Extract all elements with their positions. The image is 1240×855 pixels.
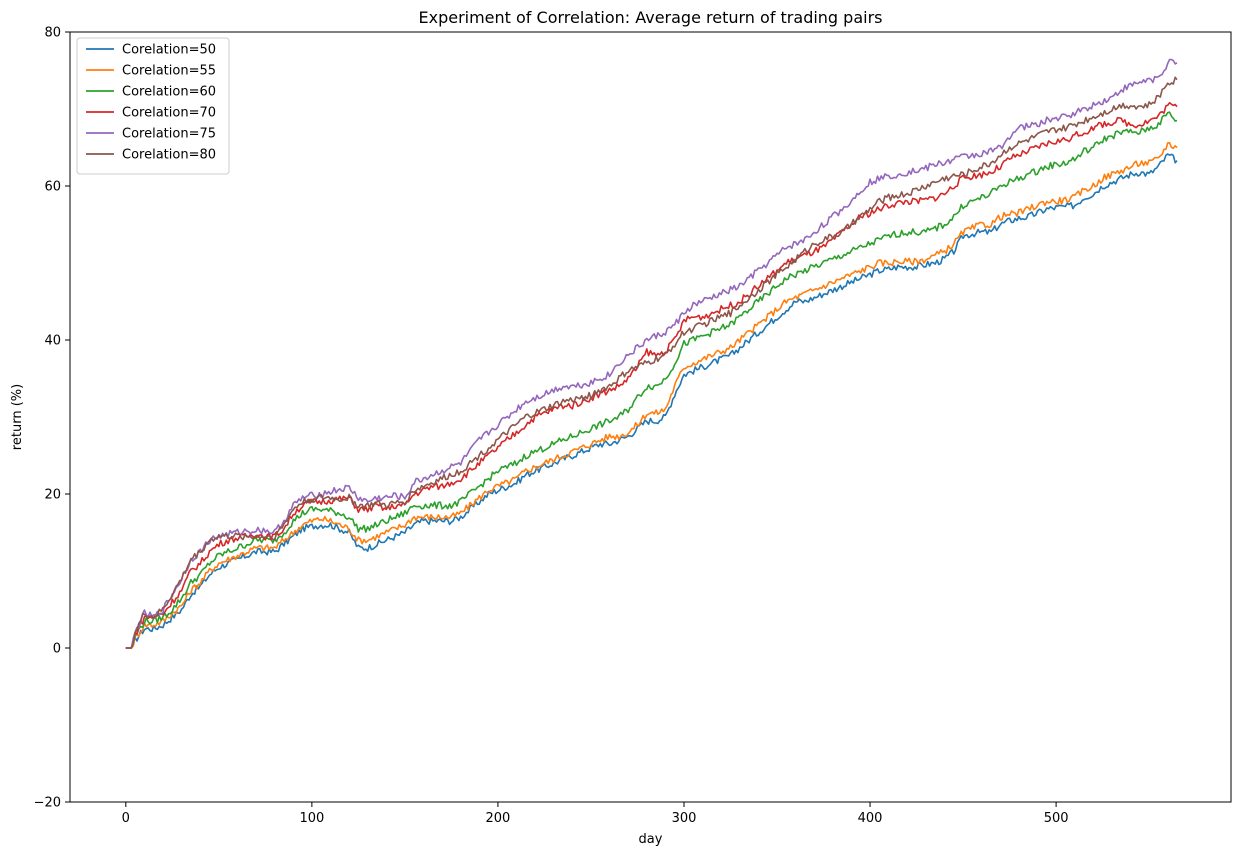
- series-line: [125, 153, 1178, 649]
- x-tick-label: 0: [122, 811, 130, 826]
- y-tick-label: 80: [44, 26, 61, 41]
- x-tick-label: 100: [299, 811, 324, 826]
- series-line: [125, 101, 1178, 649]
- y-tick-label: 20: [44, 488, 61, 503]
- legend-label: Corelation=70: [122, 106, 216, 121]
- y-tick-label: 40: [44, 334, 61, 349]
- x-axis: 0 100 200 300 400 500: [122, 802, 1069, 826]
- y-tick-label: 60: [44, 180, 61, 195]
- series-line: [125, 76, 1178, 649]
- x-axis-label: day: [639, 832, 663, 847]
- legend-label: Corelation=50: [122, 43, 216, 58]
- plot-area: [69, 31, 1232, 803]
- series-line: [125, 58, 1178, 649]
- legend-box: [76, 37, 230, 175]
- series-line: [125, 111, 1178, 649]
- y-tick-label: −20: [34, 796, 61, 811]
- x-tick-label: 300: [672, 811, 697, 826]
- y-axis: −20 0 20 40 60 80: [34, 26, 70, 811]
- x-tick-label: 500: [1044, 811, 1069, 826]
- legend-label: Corelation=55: [122, 64, 216, 79]
- chart-title: Experiment of Correlation: Average retur…: [418, 8, 882, 27]
- series-line: [125, 142, 1178, 649]
- plot-frame: [69, 31, 1232, 803]
- legend: Corelation=50 Corelation=55 Corelation=60 C…: [76, 37, 230, 175]
- x-tick-label: 400: [858, 811, 883, 826]
- legend-label: Corelation=75: [122, 127, 216, 142]
- y-axis-label: return (%): [10, 384, 25, 450]
- series-layer: [125, 58, 1178, 649]
- legend-label: Corelation=60: [122, 85, 216, 100]
- legend-label: Corelation=80: [122, 148, 216, 163]
- y-tick-label: 0: [53, 642, 61, 657]
- x-tick-label: 200: [486, 811, 511, 826]
